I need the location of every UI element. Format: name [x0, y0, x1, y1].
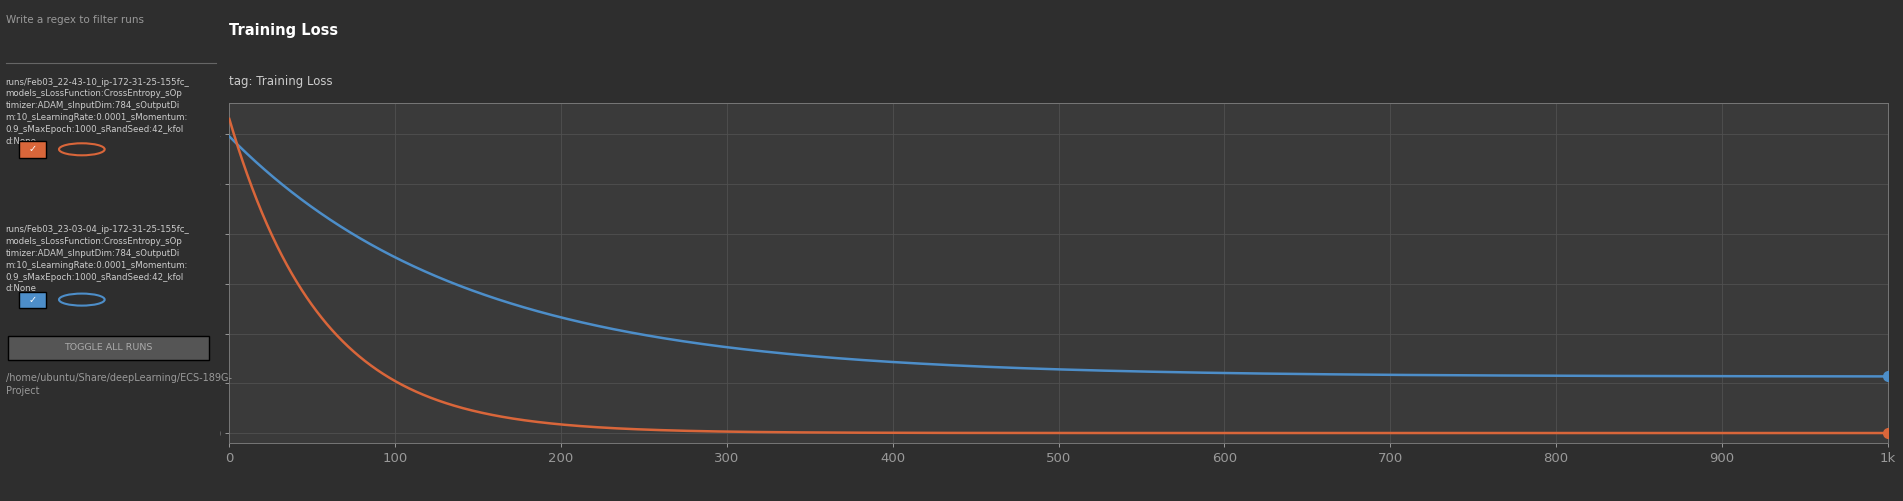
Text: TOGGLE ALL RUNS: TOGGLE ALL RUNS	[65, 343, 152, 352]
Text: /home/ubuntu/Share/deepLearning/ECS-189G-
Project: /home/ubuntu/Share/deepLearning/ECS-189G…	[6, 373, 232, 396]
Text: tag: Training Loss: tag: Training Loss	[230, 75, 333, 88]
Text: Training Loss: Training Loss	[230, 23, 339, 38]
Text: Write a regex to filter runs: Write a regex to filter runs	[6, 15, 145, 25]
Text: runs/Feb03_22-43-10_ip-172-31-25-155fc_
models_sLossFunction:CrossEntropy_sOp
ti: runs/Feb03_22-43-10_ip-172-31-25-155fc_ …	[6, 78, 190, 146]
Text: ✓: ✓	[29, 144, 36, 154]
Text: ✓: ✓	[29, 295, 36, 305]
Text: runs/Feb03_23-03-04_ip-172-31-25-155fc_
models_sLossFunction:CrossEntropy_sOp
ti: runs/Feb03_23-03-04_ip-172-31-25-155fc_ …	[6, 225, 190, 294]
